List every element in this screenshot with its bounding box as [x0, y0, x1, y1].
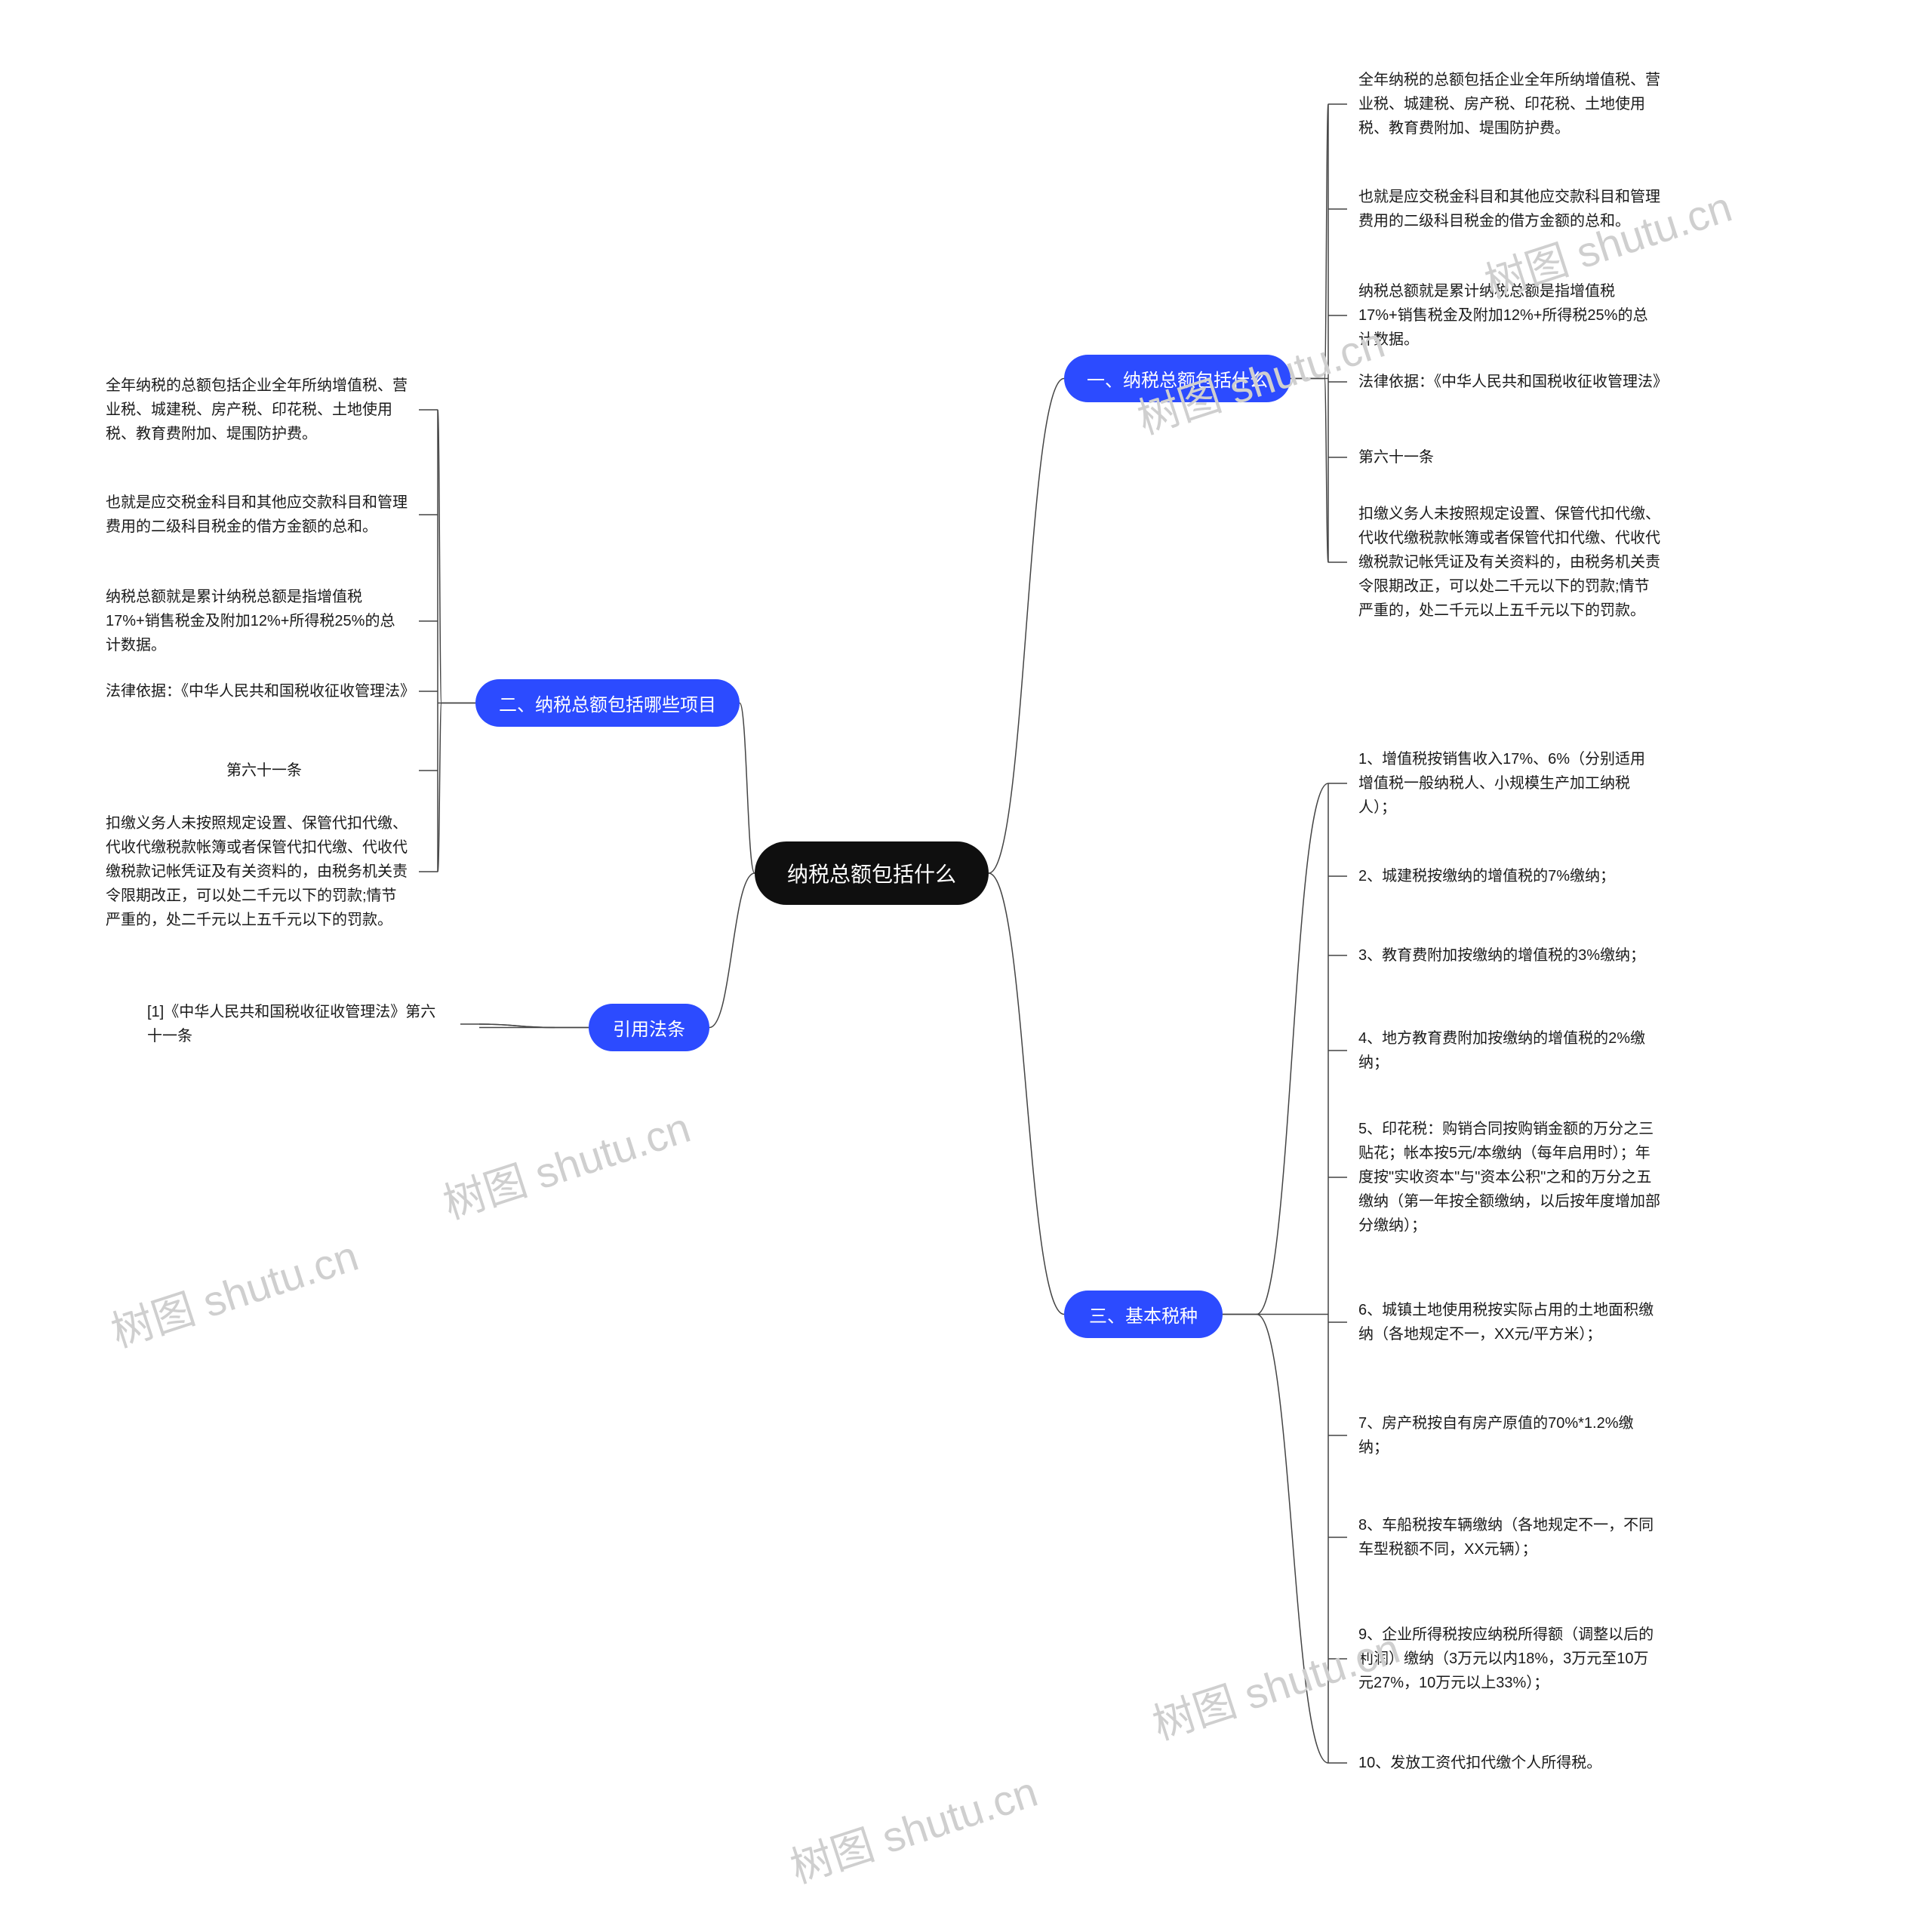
leaf-text: 全年纳税的总额包括企业全年所纳增值税、营业税、城建税、房产税、印花税、土地使用税…: [1358, 72, 1660, 137]
leaf-text: 7、房产税按自有房产原值的70%*1.2%缴纳；: [1358, 1415, 1634, 1456]
leaf-node: 全年纳税的总额包括企业全年所纳增值税、营业税、城建税、房产税、印花税、土地使用税…: [106, 374, 408, 446]
watermark: 树图 shutu.cn: [435, 1094, 697, 1232]
leaf-text: 纳税总额就是累计纳税总额是指增值税17%+销售税金及附加12%+所得税25%的总…: [1358, 283, 1647, 348]
leaf-text: 也就是应交税金科目和其他应交款科目和管理费用的二级科目税金的借方金额的总和。: [106, 494, 408, 535]
leaf-text: 第六十一条: [1358, 449, 1434, 466]
leaf-text: 全年纳税的总额包括企业全年所纳增值税、营业税、城建税、房产税、印花税、土地使用税…: [106, 377, 408, 442]
leaf-node: 6、城镇土地使用税按实际占用的土地面积缴纳（各地规定不一，XX元/平方米）；: [1358, 1298, 1660, 1346]
leaf-node: 第六十一条: [1358, 445, 1660, 469]
leaf-node: 法律依据：《中华人民共和国税收征收管理法》: [1358, 370, 1660, 394]
leaf-node: 3、教育费附加按缴纳的增值税的3%缴纳；: [1358, 943, 1660, 968]
leaf-text: 9、企业所得税按应纳税所得额（调整以后的利润）缴纳（3万元以内18%，3万元至1…: [1358, 1626, 1654, 1691]
leaf-text: 2、城建税按缴纳的增值税的7%缴纳；: [1358, 868, 1615, 884]
leaf-node: 10、发放工资代扣代缴个人所得税。: [1358, 1751, 1660, 1775]
branch-label: 三、基本税种: [1089, 1306, 1198, 1327]
leaf-node: 第六十一条: [226, 758, 408, 783]
leaf-text: 8、车船税按车辆缴纳（各地规定不一，不同车型税额不同，XX元辆）；: [1358, 1517, 1654, 1558]
leaf-node: 全年纳税的总额包括企业全年所纳增值税、营业税、城建税、房产税、印花税、土地使用税…: [1358, 68, 1660, 140]
leaf-node: 纳税总额就是累计纳税总额是指增值税17%+销售税金及附加12%+所得税25%的总…: [106, 585, 408, 657]
leaf-node: 7、房产税按自有房产原值的70%*1.2%缴纳；: [1358, 1411, 1660, 1460]
leaf-node: 8、车船税按车辆缴纳（各地规定不一，不同车型税额不同，XX元辆）；: [1358, 1513, 1660, 1561]
leaf-node: 扣缴义务人未按照规定设置、保管代扣代缴、代收代缴税款帐簿或者保管代扣代缴、代收代…: [106, 811, 408, 932]
root-node[interactable]: 纳税总额包括什么: [755, 841, 989, 905]
leaf-text: 1、增值税按销售收入17%、6%（分别适用增值税一般纳税人、小规模生产加工纳税人…: [1358, 751, 1645, 816]
leaf-text: 10、发放工资代扣代缴个人所得税。: [1358, 1755, 1601, 1771]
leaf-text: [1]《中华人民共和国税收征收管理法》第六十一条: [147, 1004, 435, 1044]
branch-node-1[interactable]: 一、纳税总额包括什么: [1064, 355, 1291, 402]
branch-label: 二、纳税总额包括哪些项目: [499, 695, 716, 715]
branch-label: 一、纳税总额包括什么: [1087, 371, 1268, 391]
branch-node-3[interactable]: 三、基本税种: [1064, 1291, 1223, 1338]
leaf-text: 法律依据：《中华人民共和国税收征收管理法》: [1358, 374, 1668, 390]
leaf-node: 2、城建税按缴纳的增值税的7%缴纳；: [1358, 864, 1660, 888]
watermark: 树图 shutu.cn: [782, 1758, 1044, 1896]
leaf-node: 法律依据：《中华人民共和国税收征收管理法》: [106, 679, 408, 703]
leaf-node: 5、印花税：购销合同按购销金额的万分之三贴花；帐本按5元/本缴纳（每年启用时）；…: [1358, 1117, 1660, 1238]
leaf-text: 第六十一条: [226, 762, 302, 779]
leaf-node: 扣缴义务人未按照规定设置、保管代扣代缴、代收代缴税款帐簿或者保管代扣代缴、代收代…: [1358, 502, 1660, 623]
leaf-text: 扣缴义务人未按照规定设置、保管代扣代缴、代收代缴税款帐簿或者保管代扣代缴、代收代…: [1358, 506, 1660, 619]
leaf-text: 也就是应交税金科目和其他应交款科目和管理费用的二级科目税金的借方金额的总和。: [1358, 189, 1660, 229]
leaf-node: 9、企业所得税按应纳税所得额（调整以后的利润）缴纳（3万元以内18%，3万元至1…: [1358, 1623, 1660, 1695]
leaf-node: 1、增值税按销售收入17%、6%（分别适用增值税一般纳税人、小规模生产加工纳税人…: [1358, 747, 1660, 820]
leaf-node: [1]《中华人民共和国税收征收管理法》第六十一条: [147, 1000, 449, 1048]
leaf-text: 纳税总额就是累计纳税总额是指增值税17%+销售税金及附加12%+所得税25%的总…: [106, 589, 395, 654]
leaf-text: 3、教育费附加按缴纳的增值税的3%缴纳；: [1358, 947, 1645, 964]
root-label: 纳税总额包括什么: [787, 863, 956, 886]
leaf-node: 4、地方教育费附加按缴纳的增值税的2%缴纳；: [1358, 1026, 1660, 1075]
branch-node-cite[interactable]: 引用法条: [589, 1004, 709, 1051]
leaf-text: 扣缴义务人未按照规定设置、保管代扣代缴、代收代缴税款帐簿或者保管代扣代缴、代收代…: [106, 815, 408, 928]
leaf-text: 6、城镇土地使用税按实际占用的土地面积缴纳（各地规定不一，XX元/平方米）；: [1358, 1302, 1654, 1343]
leaf-text: 4、地方教育费附加按缴纳的增值税的2%缴纳；: [1358, 1030, 1645, 1071]
branch-node-2[interactable]: 二、纳税总额包括哪些项目: [475, 679, 740, 727]
leaf-node: 纳税总额就是累计纳税总额是指增值税17%+销售税金及附加12%+所得税25%的总…: [1358, 279, 1660, 352]
watermark: 树图 shutu.cn: [103, 1223, 365, 1360]
leaf-node: 也就是应交税金科目和其他应交款科目和管理费用的二级科目税金的借方金额的总和。: [106, 491, 408, 539]
leaf-node: 也就是应交税金科目和其他应交款科目和管理费用的二级科目税金的借方金额的总和。: [1358, 185, 1660, 233]
branch-label: 引用法条: [613, 1020, 685, 1040]
leaf-text: 5、印花税：购销合同按购销金额的万分之三贴花；帐本按5元/本缴纳（每年启用时）；…: [1358, 1121, 1660, 1234]
leaf-text: 法律依据：《中华人民共和国税收征收管理法》: [106, 683, 415, 700]
